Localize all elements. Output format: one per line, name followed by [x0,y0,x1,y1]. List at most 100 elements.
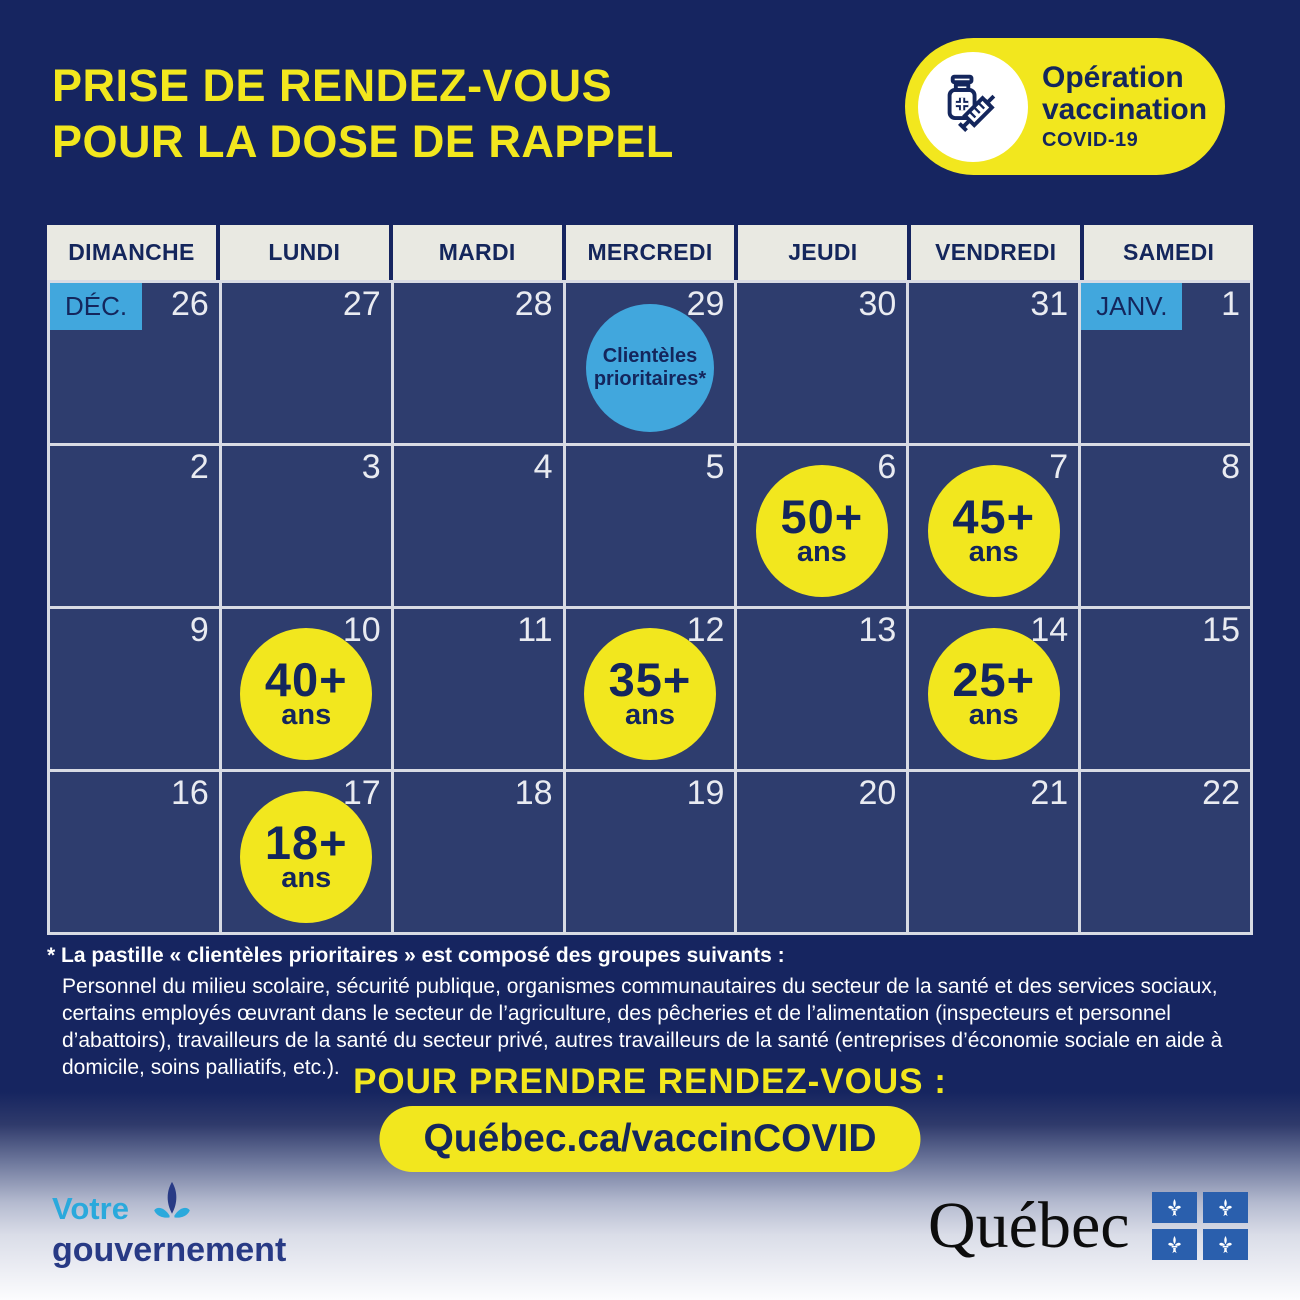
age-group-value: 40+ [264,652,348,706]
month-tag: DÉC. [50,283,143,330]
weekday-header: DIMANCHE [47,225,216,280]
bubble-text-line: Clientèles [602,344,698,367]
age-group-unit: ans [968,535,1019,568]
calendar-day-cell: 28 [393,283,563,443]
calendar-day-cell: 9 [50,609,219,769]
month-tag: JANV. [1081,283,1183,330]
day-number: 15 [1202,611,1240,649]
day-number: 20 [858,774,897,812]
calendar-day-cell: 21 [909,772,1079,932]
calendar-day-cell: 18 [393,772,563,932]
age-group-unit: ans [281,861,332,894]
day-number: 5 [705,448,725,486]
age-group-unit: ans [796,535,847,568]
priority-groups-bubble: Clientèles prioritaires* [585,303,714,432]
operation-vaccination-badge: Opération vaccination COVID-19 [905,38,1225,175]
weekday-header: VENDREDI [911,225,1081,280]
calendar-day-cell: 20 [737,772,907,932]
weekday-header: SAMEDI [1084,225,1253,280]
calendar-day-cell: 30 [737,283,907,443]
day-number: 1 [1221,285,1240,323]
day-number: 3 [361,448,381,486]
calendar-day-cell: 13 [737,609,907,769]
weekday-header: JEUDI [738,225,908,280]
title-line-2: POUR LA DOSE DE RAPPEL [52,116,674,167]
calendar-day-cell: DÉC. 26 [50,283,219,443]
calendar-day-cell: 15 [1081,609,1250,769]
calendar-weekday-row: DIMANCHE LUNDI MARDI MERCREDI JEUDI VENDREDI S… [47,225,1253,280]
calendar-day-cell: 7 45+ ans [909,446,1079,606]
calendar-day-cell: 16 [50,772,219,932]
quebec-wordmark-text: Québec [928,1189,1130,1262]
age-group-value: 50+ [780,489,864,543]
footnote: * La pastille « clientèles prioritaires … [47,944,1262,1081]
calendar-day-cell: 4 [393,446,563,606]
day-number: 31 [1030,285,1069,323]
day-number: 7 [1049,448,1069,486]
day-number: 18 [514,774,553,812]
age-group-value: 18+ [264,815,348,869]
calendar-grid: DÉC. 26 27 28 29 Clientèles prioritaires* 30 31 J… [47,280,1253,935]
age-group-bubble: 25+ ans [927,627,1060,760]
weekday-header: LUNDI [219,225,389,280]
day-number: 6 [877,448,897,486]
calendar-day-cell: 27 [221,283,391,443]
age-group-bubble: 45+ ans [927,464,1060,597]
footnote-body: Personnel du milieu scolaire, sécurité p… [62,975,1223,1079]
calendar-day-cell: 6 50+ ans [737,446,907,606]
calendar-day-cell: 12 35+ ans [565,609,735,769]
appointment-calendar: DIMANCHE LUNDI MARDI MERCREDI JEUDI VENDREDI S… [47,225,1253,935]
age-group-unit: ans [624,698,675,731]
calendar-day-cell: 29 Clientèles prioritaires* [565,283,735,443]
day-number: 13 [858,611,897,649]
calendar-day-cell: 8 [1081,446,1250,606]
day-number: 16 [171,774,209,812]
badge-icon-circle [918,51,1028,162]
age-group-unit: ans [968,698,1019,731]
calendar-day-cell: JANV. 1 [1081,283,1250,443]
badge-title-line-2: vaccination [1042,92,1208,126]
gouvernement-label: gouvernement [52,1231,287,1269]
day-number: 22 [1202,774,1240,812]
age-group-bubble: 50+ ans [755,464,888,597]
page-title: PRISE DE RENDEZ-VOUS POUR LA DOSE DE RAP… [52,58,674,170]
weekday-header: MERCREDI [565,225,735,280]
calendar-day-cell: 2 [50,446,219,606]
bubble-text-line: prioritaires* [593,367,707,390]
calendar-day-cell: 14 25+ ans [909,609,1079,769]
calendar-day-cell: 17 18+ ans [221,772,391,932]
day-number: 30 [858,285,897,323]
age-group-bubble: 40+ ans [240,627,373,760]
badge-text: Opération vaccination COVID-19 [1042,60,1208,152]
age-group-value: 35+ [608,652,692,706]
badge-title-line-1: Opération [1042,60,1184,94]
age-group-bubble: 18+ ans [240,790,373,923]
day-number: 4 [533,448,553,486]
calendar-day-cell: 10 40+ ans [221,609,391,769]
age-group-value: 25+ [952,652,1036,706]
title-line-1: PRISE DE RENDEZ-VOUS [52,60,613,111]
day-number: 26 [171,285,209,323]
votre-gouvernement-logo: Votre gouvernement [52,1181,287,1269]
fleur-de-lis-icon [149,1180,195,1237]
calendar-day-cell: 3 [221,446,391,606]
votre-label: Votre [52,1191,129,1226]
day-number: 2 [189,448,209,486]
calendar-day-cell: 11 [393,609,563,769]
day-number: 9 [189,611,209,649]
badge-subtitle: COVID-19 [1042,128,1139,151]
day-number: 8 [1221,448,1240,486]
day-number: 28 [514,285,553,323]
calendar-day-cell: 22 [1081,772,1250,932]
weekday-header: MARDI [392,225,562,280]
vaccine-vial-syringe-icon [934,65,1012,148]
quebec-flag-icon [1151,1192,1248,1260]
age-group-bubble: 35+ ans [583,627,716,760]
age-group-unit: ans [281,698,332,731]
day-number: 11 [517,611,553,649]
cta-label: POUR PRENDRE RENDEZ-VOUS : [353,1062,947,1101]
age-group-value: 45+ [952,489,1036,543]
vaccination-url-link[interactable]: Québec.ca/vaccinCOVID [379,1106,921,1172]
footnote-heading: * La pastille « clientèles prioritaires … [47,944,785,967]
